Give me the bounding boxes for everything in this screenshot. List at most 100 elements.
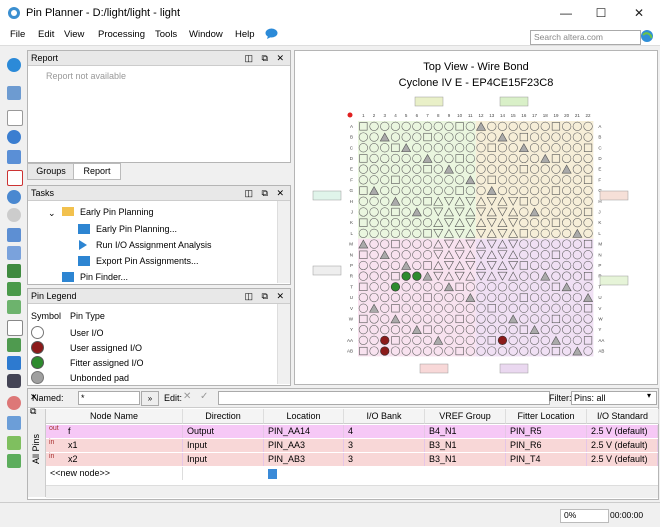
user-io-pin[interactable] <box>476 143 486 153</box>
user-io-pin[interactable] <box>529 260 540 271</box>
user-io-pin[interactable] <box>412 346 422 356</box>
user-io-pin[interactable] <box>583 250 593 260</box>
user-io-pin[interactable] <box>487 132 497 142</box>
ground-pin[interactable] <box>443 196 454 206</box>
user-io-pin[interactable] <box>401 292 411 303</box>
clock-pin[interactable] <box>519 197 528 206</box>
user-io-pin[interactable] <box>529 335 540 345</box>
user-io-pin[interactable] <box>487 346 497 356</box>
io-bank-label-box[interactable] <box>599 275 629 286</box>
user-io-pin[interactable] <box>369 346 379 356</box>
user-io-pin[interactable] <box>562 153 572 164</box>
vcc-pin[interactable] <box>422 153 433 163</box>
user-io-pin[interactable] <box>540 164 550 174</box>
clock-pin[interactable] <box>359 186 368 195</box>
user-io-pin[interactable] <box>583 260 593 271</box>
ground-pin[interactable] <box>465 218 476 228</box>
user-io-pin[interactable] <box>433 175 443 185</box>
clock-pin[interactable] <box>391 207 400 217</box>
power-pin[interactable] <box>497 239 508 249</box>
user-io-pin[interactable] <box>422 175 433 185</box>
user-io-pin[interactable] <box>476 325 486 335</box>
user-io-pin[interactable] <box>422 282 433 292</box>
power-pin[interactable] <box>476 196 487 206</box>
user-io-pin[interactable] <box>551 175 561 185</box>
menu-help[interactable]: Help <box>235 29 255 40</box>
clock-pin[interactable] <box>487 336 496 345</box>
menu-view[interactable]: View <box>64 29 85 40</box>
clock-pin[interactable] <box>359 346 368 356</box>
user-io-pin[interactable] <box>519 218 529 228</box>
user-io-pin[interactable] <box>412 335 422 345</box>
power-pin[interactable] <box>486 228 497 238</box>
user-io-pin[interactable] <box>562 228 572 238</box>
user-io-pin[interactable] <box>401 153 411 164</box>
power-pin[interactable] <box>443 271 454 281</box>
user-io-pin[interactable] <box>401 121 411 131</box>
user-io-pin[interactable] <box>422 303 433 313</box>
user-io-pin[interactable] <box>401 346 411 356</box>
user-io-pin[interactable] <box>562 325 572 335</box>
user-io-pin[interactable] <box>572 335 582 345</box>
user-io-pin[interactable] <box>433 325 443 335</box>
user-io-pin[interactable] <box>519 153 529 164</box>
user-io-pin[interactable] <box>551 239 561 249</box>
location-cell[interactable]: PIN_AB3 <box>264 453 344 466</box>
user-io-pin[interactable] <box>380 239 390 249</box>
user-io-pin[interactable] <box>433 314 443 324</box>
bank-color-icon[interactable] <box>7 300 21 314</box>
user-io-pin[interactable] <box>401 207 411 217</box>
user-io-pin[interactable] <box>433 153 443 164</box>
user-io-pin[interactable] <box>476 335 486 345</box>
user-io-pin[interactable] <box>476 164 486 174</box>
user-io-pin[interactable] <box>369 132 379 142</box>
user-io-pin[interactable] <box>412 250 422 260</box>
user-io-pin[interactable] <box>487 314 497 324</box>
user-io-pin[interactable] <box>390 132 401 142</box>
user-io-pin[interactable] <box>562 346 572 356</box>
vcc-pin[interactable] <box>411 207 422 217</box>
user-io-pin[interactable] <box>529 185 540 196</box>
user-io-pin[interactable] <box>369 207 379 217</box>
user-io-pin[interactable] <box>540 325 550 335</box>
user-io-pin[interactable] <box>476 175 486 185</box>
user-io-pin[interactable] <box>422 218 433 228</box>
clock-pin[interactable] <box>583 239 593 249</box>
user-io-pin[interactable] <box>444 143 454 153</box>
user-io-pin[interactable] <box>455 175 465 185</box>
clock-pin[interactable] <box>391 304 400 313</box>
user-io-pin[interactable] <box>390 228 401 238</box>
user-io-pin[interactable] <box>465 185 475 196</box>
chevron-down-icon[interactable]: ⌄ <box>48 208 56 218</box>
clock-pin[interactable] <box>359 122 368 131</box>
user-io-pin[interactable] <box>551 271 561 281</box>
vcc-pin[interactable] <box>390 314 401 324</box>
user-io-pin[interactable] <box>529 250 540 260</box>
user-io-pin[interactable] <box>401 239 411 249</box>
user-io-pin[interactable] <box>369 153 379 164</box>
user-io-pin[interactable] <box>583 218 593 228</box>
col-io-standard[interactable]: I/O Standard <box>587 409 659 424</box>
io-bank-label-box[interactable] <box>312 265 342 276</box>
col-fitter-location[interactable]: Fitter Location <box>506 409 587 424</box>
assigned-pin[interactable] <box>380 335 390 345</box>
user-io-pin[interactable] <box>551 228 561 238</box>
user-io-pin[interactable] <box>572 185 582 196</box>
user-io-pin[interactable] <box>519 314 529 324</box>
user-io-pin[interactable] <box>540 185 550 196</box>
user-io-pin[interactable] <box>583 153 593 164</box>
clock-pin[interactable] <box>551 346 561 356</box>
ground-pin[interactable] <box>433 271 444 281</box>
user-io-pin[interactable] <box>401 335 411 345</box>
user-io-pin[interactable] <box>433 164 443 174</box>
user-io-pin[interactable] <box>422 346 433 356</box>
user-io-pin[interactable] <box>551 164 561 174</box>
user-io-pin[interactable] <box>572 196 582 206</box>
user-io-pin[interactable] <box>401 314 411 324</box>
user-io-pin[interactable] <box>562 132 572 142</box>
task-run-io-analysis[interactable]: Run I/O Assignment Analysis <box>96 240 212 250</box>
globe-icon[interactable] <box>640 29 654 43</box>
user-io-pin[interactable] <box>508 121 518 131</box>
user-io-pin[interactable] <box>508 303 518 313</box>
user-io-pin[interactable] <box>455 292 465 303</box>
